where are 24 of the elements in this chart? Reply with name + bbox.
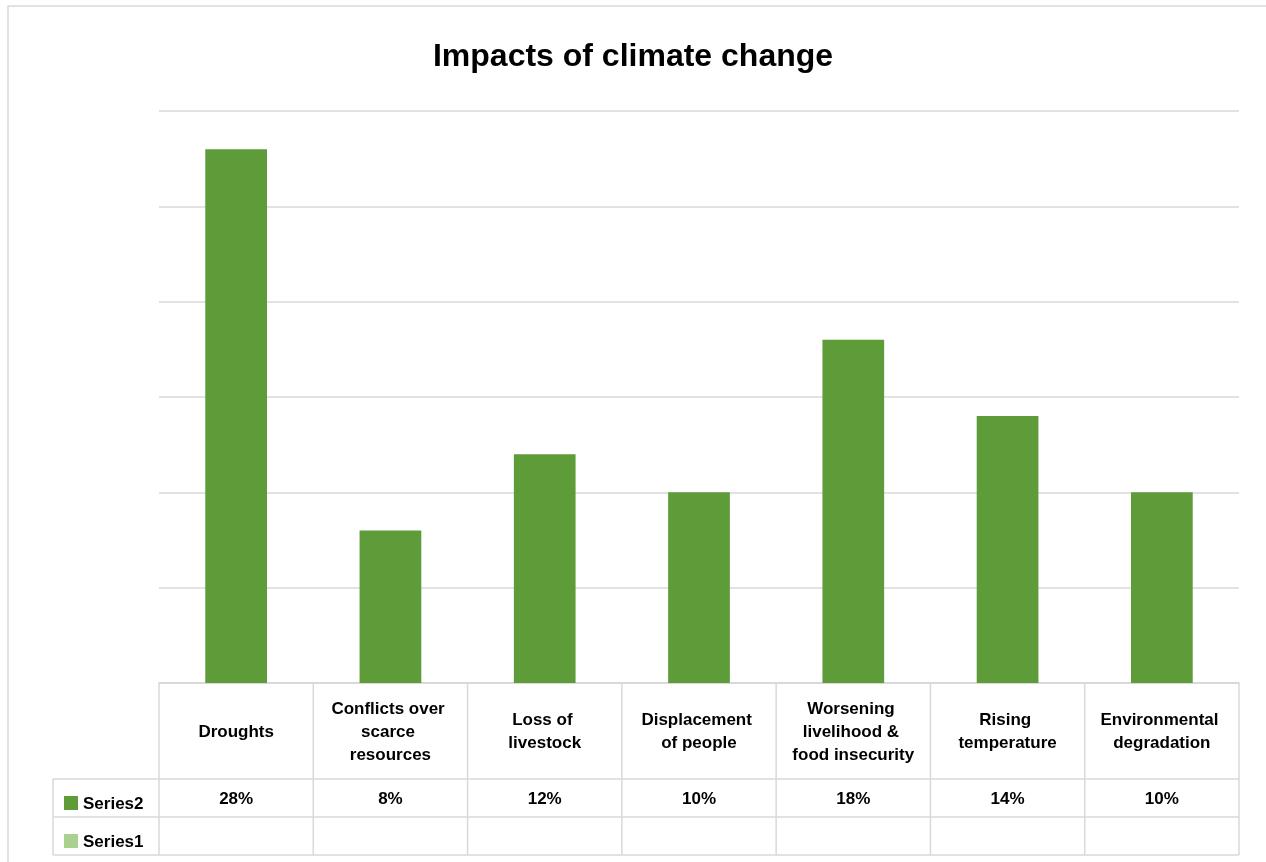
x-tick-label: Displacement of people: [641, 710, 757, 752]
x-tick-label: Worsening livelihood & food insecurity: [792, 698, 915, 764]
bar: [1131, 492, 1193, 683]
data-label: 10%: [1144, 788, 1179, 808]
data-label: 8%: [378, 788, 403, 808]
bar: [976, 416, 1039, 683]
legend-label: Series2: [83, 793, 144, 813]
bar: [513, 454, 576, 683]
data-label: 14%: [990, 788, 1025, 808]
data-label: 18%: [836, 788, 871, 808]
bar: [359, 530, 422, 683]
data-label: 10%: [681, 788, 717, 808]
x-tick-label: Conflicts over scarce resources: [331, 698, 450, 764]
data-label: 28%: [219, 788, 254, 808]
data-label: 12%: [527, 788, 562, 808]
x-tick-label: Rising temperature: [958, 710, 1057, 752]
bar: [205, 149, 267, 683]
x-tick-label: Droughts: [198, 721, 274, 741]
x-tick-label: Loss of livestock: [508, 710, 582, 752]
legend-label: Series1: [83, 831, 144, 851]
bar: [668, 492, 730, 683]
bar: [822, 339, 885, 683]
chart-title: Impacts of climate change: [432, 37, 834, 73]
x-tick-label: Environmental degradation: [1100, 710, 1224, 752]
